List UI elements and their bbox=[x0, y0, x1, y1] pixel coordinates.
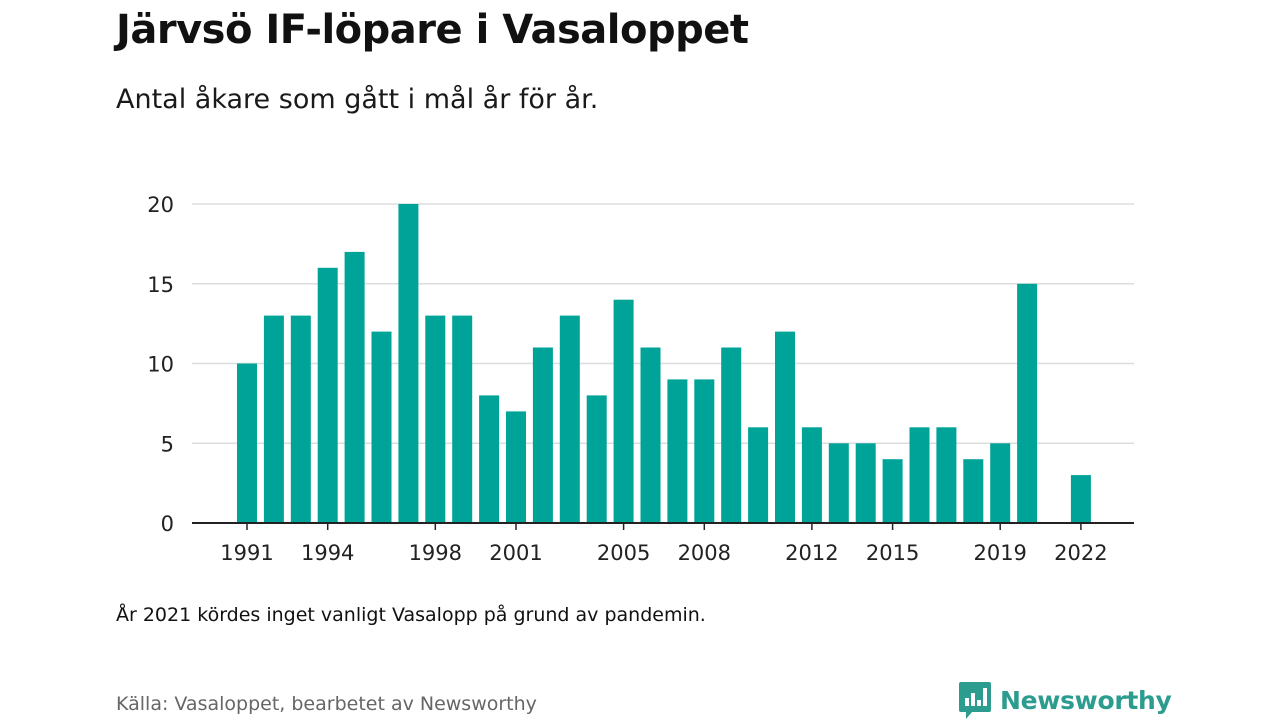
bar-2020 bbox=[1017, 283, 1038, 524]
y-tick-label: 20 bbox=[147, 193, 174, 217]
bar-2010 bbox=[748, 427, 769, 523]
bar-1993 bbox=[290, 315, 311, 523]
x-tick-label: 2012 bbox=[785, 541, 838, 565]
bar-2003 bbox=[559, 315, 580, 523]
x-tick-label: 1994 bbox=[301, 541, 354, 565]
x-tick-label: 2019 bbox=[973, 541, 1026, 565]
bar-1994 bbox=[317, 267, 338, 523]
newsworthy-logo: Newsworthy bbox=[958, 680, 1172, 720]
x-tick-label: 2015 bbox=[866, 541, 919, 565]
x-tick-label: 1991 bbox=[220, 541, 273, 565]
bar-2015 bbox=[882, 459, 903, 523]
bar-2019 bbox=[990, 443, 1011, 524]
y-tick-label: 10 bbox=[147, 353, 174, 377]
bar-2009 bbox=[721, 347, 742, 523]
bar-2004 bbox=[586, 395, 607, 523]
x-tick-label: 2001 bbox=[489, 541, 542, 565]
x-axis bbox=[192, 522, 1134, 530]
bars bbox=[237, 204, 1091, 524]
x-tick-label: 2022 bbox=[1054, 541, 1107, 565]
bar-1999 bbox=[452, 315, 473, 523]
bar-2011 bbox=[775, 331, 795, 523]
chart-title: Järvsö IF-löpare i Vasaloppet bbox=[116, 7, 749, 53]
bar-2013 bbox=[828, 443, 849, 524]
bar-1997 bbox=[398, 204, 419, 523]
x-axis-ticks: 1991 1994 1998 2001 2005 2008 2012 2015 2019 2022 bbox=[220, 541, 1107, 565]
bar-2002 bbox=[532, 347, 553, 523]
bar-2018 bbox=[963, 459, 984, 523]
bar-2005 bbox=[613, 299, 634, 523]
x-tick-label: 2005 bbox=[597, 541, 650, 565]
newsworthy-logo-icon bbox=[959, 682, 991, 719]
bar-1995 bbox=[344, 251, 365, 523]
y-tick-label: 5 bbox=[161, 432, 174, 456]
bar-1991 bbox=[237, 363, 257, 523]
y-tick-label: 15 bbox=[147, 273, 174, 297]
bar-2007 bbox=[667, 379, 688, 523]
bar-2017 bbox=[936, 427, 957, 523]
brand-name: Newsworthy bbox=[1000, 685, 1172, 715]
bar-1998 bbox=[425, 315, 446, 523]
chart-subtitle: Antal åkare som gått i mål år för år. bbox=[116, 84, 599, 115]
x-tick-label: 2008 bbox=[678, 541, 731, 565]
bar-2008 bbox=[694, 379, 715, 523]
bar-1992 bbox=[263, 315, 284, 523]
chart-note: År 2021 kördes inget vanligt Vasalopp på… bbox=[116, 604, 706, 626]
bar-2014 bbox=[855, 443, 876, 524]
bar-2000 bbox=[479, 395, 500, 523]
bar-2006 bbox=[640, 347, 661, 523]
bar-2001 bbox=[506, 411, 526, 523]
x-tick-label: 1998 bbox=[409, 541, 462, 565]
bar-2012 bbox=[801, 427, 822, 523]
bar-1996 bbox=[371, 331, 392, 523]
bar-2022 bbox=[1070, 475, 1091, 523]
bar-2016 bbox=[909, 427, 930, 523]
y-axis-ticks: 0 5 10 15 20 bbox=[147, 193, 174, 536]
source-text: Källa: Vasaloppet, bearbetet av Newswort… bbox=[116, 693, 537, 715]
y-tick-label: 0 bbox=[161, 512, 174, 536]
